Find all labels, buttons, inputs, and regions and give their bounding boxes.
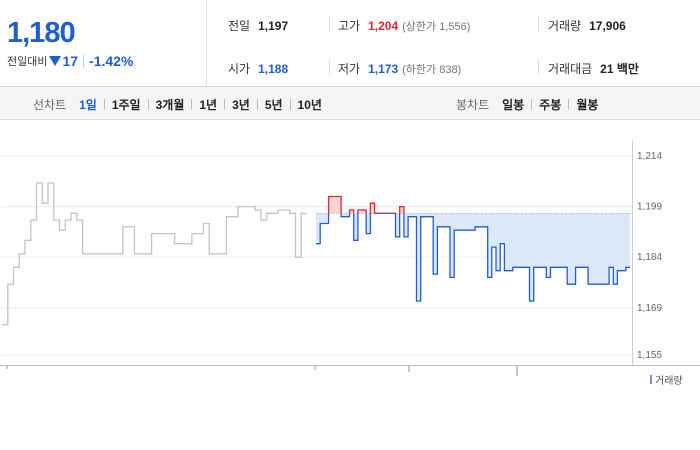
- stat-label: 전일: [228, 19, 251, 33]
- down-triangle-icon: [49, 56, 62, 66]
- volume-label: 거래량: [655, 376, 683, 387]
- stat-sub: (상한가 1,556): [402, 21, 471, 33]
- tab-weekly-candle[interactable]: 주봉: [539, 98, 562, 112]
- stat-low: 저가 1,173 (하한가 838): [338, 60, 461, 77]
- stat-volume: 거래량 17,906: [548, 17, 626, 34]
- change-line: 전일대비 17 -1.42%: [7, 53, 133, 69]
- stat-open: 시가 1,188: [228, 60, 288, 77]
- divider: [83, 54, 85, 68]
- stat-value: 1,188: [258, 62, 289, 76]
- divider: [224, 99, 226, 110]
- y-tick-label: 1,214: [637, 151, 662, 162]
- price-chart-svg: 1,214 1,199 1,184 1,169 1,155: [0, 140, 700, 376]
- down-area-fill: [316, 213, 630, 301]
- y-tick-label: 1,169: [637, 303, 662, 314]
- tab-1-week[interactable]: 1주일: [111, 98, 141, 112]
- today-line-down: [316, 213, 630, 302]
- stat-label: 거래대금: [548, 62, 593, 76]
- price-panel: 1,180 전일대비 17 -1.42%: [0, 0, 207, 87]
- stat-label: 거래량: [548, 19, 582, 33]
- divider: [147, 99, 149, 110]
- stat-prev-close: 전일 1,197: [228, 17, 288, 34]
- tab-3-months[interactable]: 3개월: [155, 98, 185, 112]
- y-tick-label: 1,184: [637, 252, 662, 263]
- volume-legend: 거래량: [650, 372, 683, 387]
- candle-chart-label: 봉차트: [456, 98, 490, 112]
- divider: [289, 99, 291, 110]
- divider: [538, 17, 539, 31]
- price-chart: 1,214 1,199 1,184 1,169 1,155 거래량: [0, 120, 700, 390]
- candle-chart-tabs: 봉차트 일봉 주봉 월봉: [456, 96, 598, 113]
- stat-value: 21 백만: [600, 62, 639, 76]
- divider: [568, 99, 570, 110]
- tab-1-year[interactable]: 1년: [199, 98, 218, 112]
- previous-day-line: [2, 182, 307, 326]
- line-chart-tabs: 선차트 1일 1주일 3개월 1년 3년 5년 10년: [33, 96, 322, 113]
- change-value: 17: [62, 53, 79, 69]
- change-label: 전일대비: [7, 56, 48, 68]
- divider: [329, 17, 330, 31]
- up-area-fill: [328, 196, 404, 214]
- stat-value: 17,906: [589, 19, 626, 33]
- volume-marker: [650, 375, 652, 384]
- line-chart-label: 선차트: [33, 98, 67, 112]
- divider: [103, 99, 105, 110]
- tab-daily-candle[interactable]: 일봉: [502, 98, 525, 112]
- divider: [256, 99, 258, 110]
- stat-value: 1,197: [258, 19, 289, 33]
- stat-value: 1,173: [368, 62, 399, 76]
- divider: [538, 60, 539, 74]
- y-tick-label: 1,199: [637, 202, 662, 213]
- stat-label: 고가: [338, 19, 361, 33]
- divider: [191, 99, 193, 110]
- stat-label: 시가: [228, 62, 251, 76]
- y-tick-label: 1,155: [637, 350, 662, 361]
- stat-value: 1,204: [368, 19, 399, 33]
- divider: [531, 99, 533, 110]
- stat-sub: (하한가 838): [402, 64, 462, 76]
- chart-tab-bar: 선차트 1일 1주일 3개월 1년 3년 5년 10년 봉차트 일봉 주봉 월봉: [0, 87, 700, 120]
- tab-3-years[interactable]: 3년: [232, 98, 250, 112]
- tab-monthly-candle[interactable]: 월봉: [576, 98, 599, 112]
- change-percent: -1.42%: [89, 53, 134, 69]
- tab-5-years[interactable]: 5년: [264, 98, 283, 112]
- tab-1-day[interactable]: 1일: [79, 98, 97, 112]
- stat-high: 고가 1,204 (상한가 1,556): [338, 17, 470, 34]
- divider: [329, 60, 330, 74]
- current-price: 1,180: [7, 17, 76, 49]
- stat-trade-amount: 거래대금 21 백만: [548, 60, 639, 77]
- tab-10-years[interactable]: 10년: [297, 98, 322, 112]
- stat-label: 저가: [338, 62, 361, 76]
- quote-summary: 1,180 전일대비 17 -1.42% 전일 1,197 고가 1,204 (…: [0, 0, 700, 87]
